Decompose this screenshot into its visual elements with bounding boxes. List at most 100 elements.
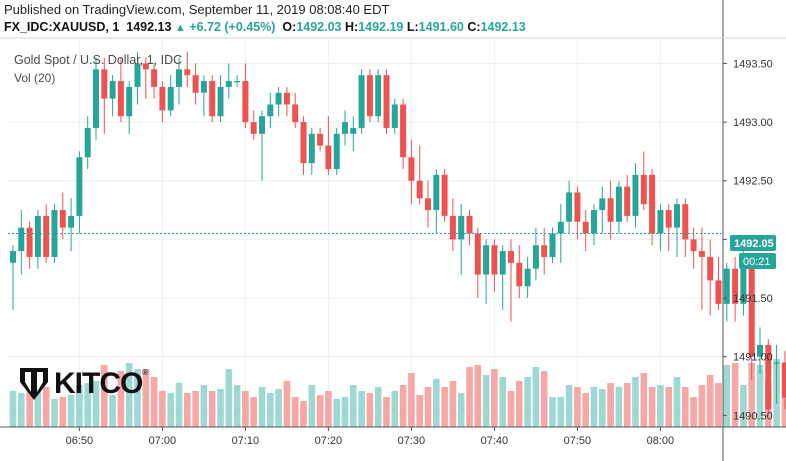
candle-body	[649, 174, 656, 234]
candle	[134, 51, 141, 105]
candle-body	[408, 157, 415, 181]
candles	[10, 51, 786, 416]
candle	[674, 198, 680, 257]
kitco-logo-text: KITCO	[54, 367, 143, 400]
volume-bar	[374, 387, 382, 427]
volume-bar	[283, 381, 291, 427]
candle-body	[624, 186, 631, 216]
y-tick-label: 1490.50	[733, 410, 773, 422]
candle-body	[51, 210, 58, 257]
candle-body	[383, 75, 390, 128]
volume-bar	[250, 397, 257, 427]
candle-body	[524, 268, 531, 287]
candle	[275, 86, 282, 117]
candle-body	[690, 239, 697, 252]
open-label: O:	[282, 20, 297, 34]
candle	[184, 51, 191, 87]
candle	[217, 75, 224, 123]
candle-body	[259, 116, 265, 134]
volume-bar	[184, 393, 191, 427]
candle-body	[59, 210, 66, 228]
volume-bar	[117, 371, 125, 427]
candle-body	[400, 104, 407, 158]
volume-bar	[51, 399, 58, 427]
x-tick-label: 07:50	[564, 435, 592, 447]
candle-body	[458, 215, 465, 240]
volume-bar	[308, 385, 316, 427]
candle	[408, 139, 415, 205]
volume-bar	[532, 367, 540, 427]
candle-body	[366, 75, 373, 117]
volume-bar	[84, 383, 91, 427]
candle-body	[242, 81, 249, 123]
candle-body	[68, 215, 75, 228]
candle-body	[325, 145, 332, 169]
last-price-badge-text: 1492.05	[734, 238, 774, 250]
y-tick-label: 1493.50	[733, 58, 773, 70]
volume-bar	[740, 385, 747, 427]
candle-body	[682, 204, 689, 240]
candle	[142, 57, 149, 99]
y-tick-label: 1491.00	[733, 352, 773, 364]
candle	[715, 256, 722, 310]
volume-bar	[258, 387, 266, 427]
candle	[375, 69, 382, 123]
volume-legend: Vol (20)	[14, 71, 56, 85]
volume-bar	[640, 373, 648, 427]
volume-bar	[333, 399, 340, 427]
chart-legend-title: Gold Spot / U.S. Dollar, 1, IDC	[14, 53, 183, 67]
candle-body	[134, 63, 141, 87]
countdown-badge	[739, 253, 776, 269]
candle-body	[209, 81, 216, 117]
x-tick-label: 07:10	[232, 435, 260, 447]
candle	[358, 69, 365, 134]
registered-mark-icon: ®	[142, 368, 149, 377]
candle-body	[350, 127, 357, 134]
candle-body	[607, 198, 614, 222]
volume-bar	[690, 397, 697, 427]
candle	[167, 75, 174, 117]
volume-bar	[26, 385, 33, 427]
volume-bar	[366, 393, 374, 427]
volume-bar	[424, 387, 432, 427]
volume-bar	[92, 381, 100, 427]
candle	[18, 210, 25, 275]
candle-body	[317, 133, 324, 146]
candle	[325, 116, 332, 175]
candle	[657, 204, 664, 252]
candle-body	[715, 280, 722, 304]
volume-bar	[756, 365, 764, 427]
candle-body	[300, 122, 307, 164]
candle-body	[549, 233, 556, 257]
volume-bar	[399, 385, 407, 427]
chart-grid	[8, 40, 723, 427]
candle-body	[732, 268, 739, 304]
candle	[466, 210, 473, 246]
volume-bar	[225, 369, 233, 427]
candle	[300, 116, 307, 175]
candle-body	[358, 75, 365, 128]
candle	[51, 204, 58, 263]
candle-body	[200, 81, 207, 93]
candle-body	[225, 81, 232, 87]
candle-body	[126, 86, 133, 117]
candle	[425, 180, 431, 228]
candle	[209, 75, 216, 123]
y-tick-label: 1492.50	[733, 176, 773, 188]
volume-bar	[383, 397, 390, 427]
volume-bar	[466, 367, 473, 427]
candle	[34, 210, 41, 269]
candle	[416, 145, 423, 205]
volume-bar	[350, 385, 357, 427]
candle-body	[707, 256, 714, 281]
candle	[491, 239, 498, 293]
candle-body	[483, 245, 490, 275]
volume-bar	[698, 385, 706, 427]
volume-bar	[731, 363, 739, 427]
candle-body	[292, 104, 299, 123]
symbol-ohlc-line: FX_IDC:XAUUSD, 1 1492.13 ▲ +6.72 (+0.45%…	[4, 20, 526, 34]
candle-body	[582, 221, 589, 234]
candle-body	[632, 174, 639, 216]
